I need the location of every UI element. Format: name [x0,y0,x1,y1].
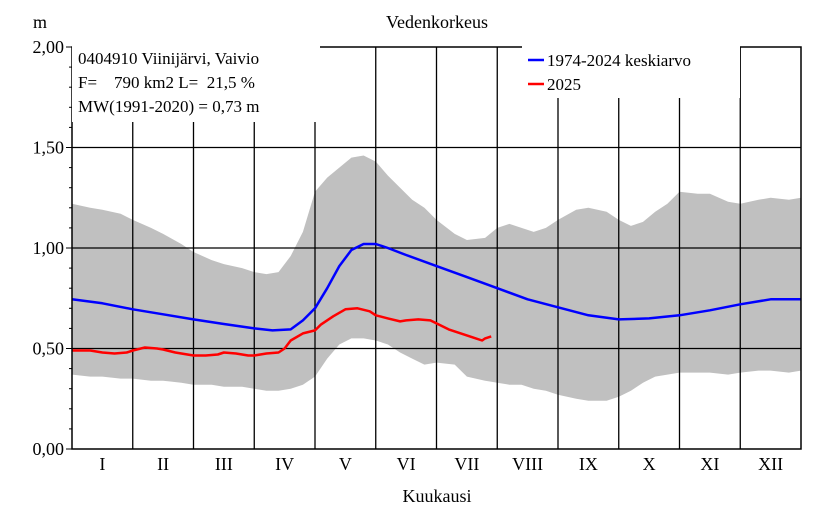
month-label-2: II [157,454,169,474]
y-tick-label-4: 2,00 [33,37,65,57]
month-label-3: III [215,454,233,474]
month-label-11: XI [700,454,719,474]
month-label-10: X [643,454,656,474]
y-tick-label-3: 1,50 [33,138,65,158]
series-lines [71,242,801,357]
month-label-5: V [339,454,352,474]
legend-box [522,46,740,98]
station-info-line-1: 0404910 Viinijärvi, Vaivio [78,49,259,68]
month-label-12: XII [758,454,783,474]
legend-mean-label: 1974-2024 keskiarvo [547,51,691,70]
x-axis-label: Kuukausi [403,486,472,506]
axes: 0,000,501,001,502,00I II III IV V VI VII VIII IX… [33,37,802,474]
station-info-line-2: F= 790 km2 L= 21,5 % [78,73,255,92]
station-info-line-3: MW(1991-2020) = 0,73 m [78,97,259,116]
mean-series-line [71,242,801,332]
y-axis-label: m [33,12,47,32]
station-info: 0404910 Viinijärvi, Vaivio F= 790 km2 L=… [72,46,320,122]
y-tick-label-0: 0,00 [33,439,65,459]
month-label-9: IX [579,454,598,474]
y-tick-label-2: 1,00 [33,238,65,258]
month-label-1: I [99,454,105,474]
series-2025-line [72,307,492,357]
station-info-box [72,46,320,122]
y-tick-label-1: 0,50 [33,339,65,359]
legend: 1974-2024 keskiarvo 2025 [522,46,740,98]
chart-title: Vedenkorkeus [386,12,488,32]
month-label-8: VIII [512,454,543,474]
month-label-4: IV [275,454,294,474]
legend-2025-label: 2025 [547,75,581,94]
month-label-7: VII [454,454,479,474]
month-label-6: VI [397,454,416,474]
